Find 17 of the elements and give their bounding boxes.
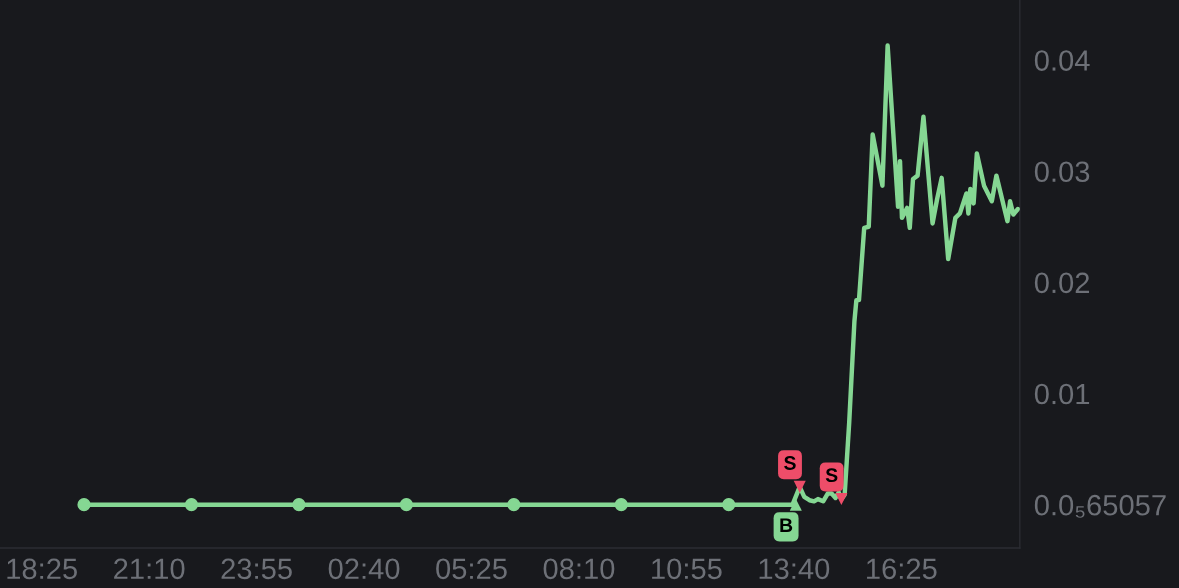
y-tick-label: 0.04 <box>1034 50 1090 71</box>
y-tick-label: 0.0₅65057 <box>1034 494 1166 518</box>
x-tick-label: 05:25 <box>436 558 507 580</box>
y-tick-label: 0.02 <box>1034 272 1090 294</box>
x-tick-label: 23:55 <box>221 558 292 580</box>
y-tick-label: 0.03 <box>1034 161 1090 183</box>
series-label: B <box>780 518 793 532</box>
y-tick-label: 0.01 <box>1034 383 1090 405</box>
x-tick-label: 10:55 <box>652 558 722 580</box>
text: S <box>784 456 796 470</box>
legend-label: S <box>825 468 838 483</box>
x-tick-label: 13:40 <box>759 558 830 580</box>
x-tick-label: 16:25 <box>867 558 937 580</box>
x-tick-label: 21:10 <box>114 558 185 580</box>
x-tick-label: 18:25 <box>7 558 77 580</box>
x-tick-label: 02:40 <box>328 558 400 580</box>
x-tick-label: 08:10 <box>543 558 615 580</box>
